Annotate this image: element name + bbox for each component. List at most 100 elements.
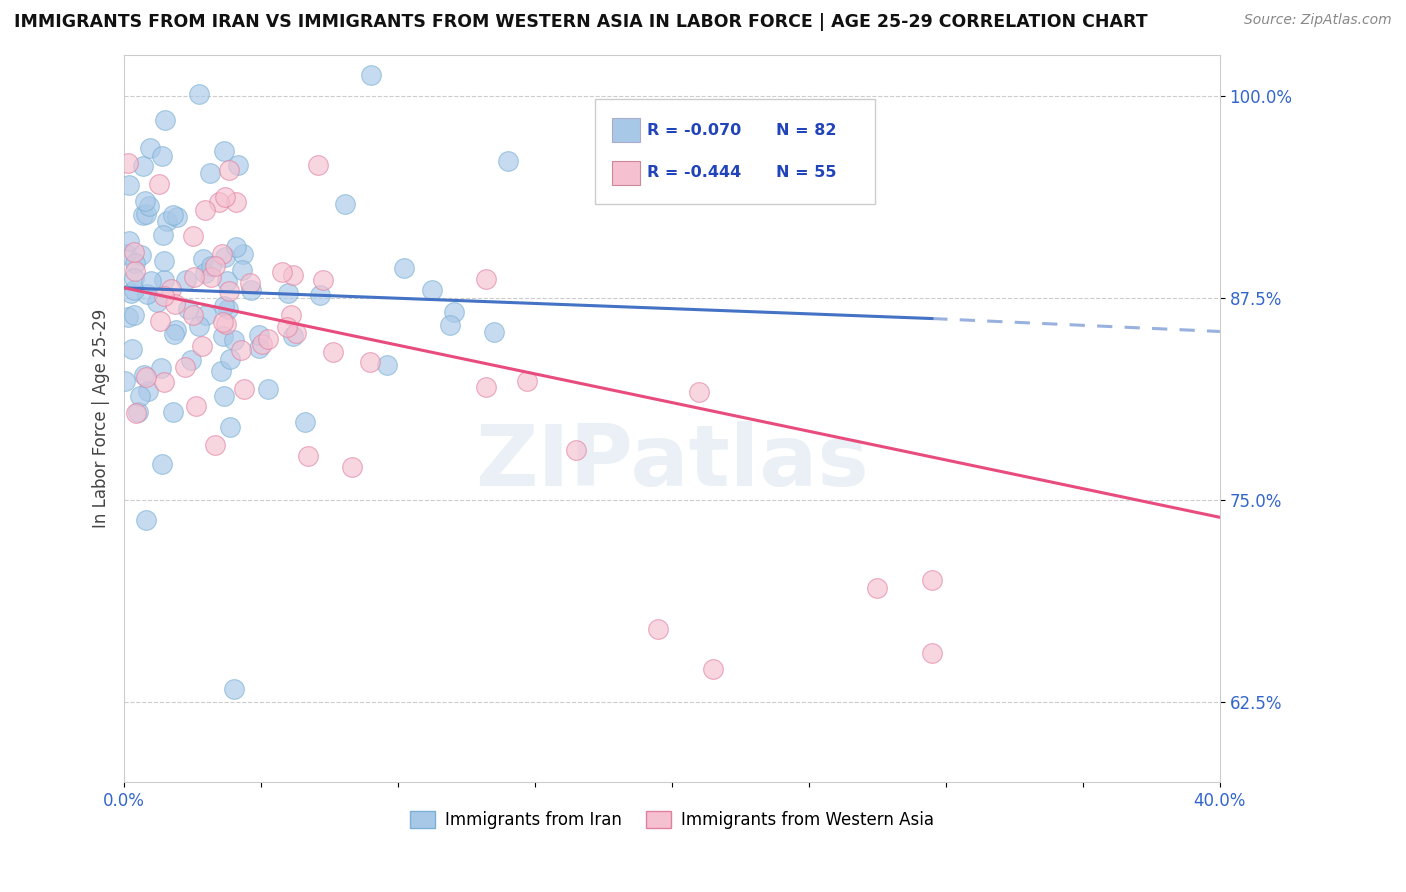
- Point: [135, 369, 157, 384]
- Point: [121, 342, 143, 356]
- Point: [200, 270, 222, 285]
- Point: [129, 248, 152, 262]
- Point: [232, 247, 254, 261]
- Point: [276, 320, 298, 334]
- Point: [342, 460, 364, 475]
- Point: [252, 337, 274, 351]
- Point: [565, 442, 588, 457]
- Point: [280, 308, 302, 322]
- Point: [135, 207, 157, 221]
- Y-axis label: In Labor Force | Age 25-29: In Labor Force | Age 25-29: [93, 310, 110, 528]
- Point: [166, 211, 188, 225]
- Point: [225, 240, 247, 254]
- Point: [439, 318, 461, 332]
- Point: [132, 208, 155, 222]
- Point: [688, 385, 710, 400]
- Point: [120, 285, 142, 300]
- Point: [647, 622, 669, 636]
- Point: [209, 364, 232, 378]
- Point: [150, 457, 173, 471]
- Point: [134, 194, 156, 208]
- Point: [117, 156, 139, 170]
- FancyBboxPatch shape: [595, 99, 875, 204]
- Point: [270, 265, 292, 279]
- Point: [138, 198, 160, 212]
- Point: [132, 159, 155, 173]
- Text: IMMIGRANTS FROM IRAN VS IMMIGRANTS FROM WESTERN ASIA IN LABOR FORCE | AGE 25-29 : IMMIGRANTS FROM IRAN VS IMMIGRANTS FROM …: [14, 13, 1147, 31]
- Text: Source: ZipAtlas.com: Source: ZipAtlas.com: [1244, 13, 1392, 28]
- Point: [218, 351, 240, 366]
- Point: [198, 165, 221, 179]
- Point: [702, 662, 724, 676]
- Point: [194, 202, 217, 217]
- FancyBboxPatch shape: [612, 161, 640, 186]
- Point: [222, 681, 245, 696]
- Point: [474, 380, 496, 394]
- Point: [173, 359, 195, 374]
- Point: [866, 582, 889, 596]
- Point: [117, 310, 139, 324]
- Point: [247, 341, 270, 355]
- Point: [150, 149, 173, 163]
- Point: [163, 326, 186, 341]
- Point: [284, 326, 307, 341]
- Point: [165, 323, 187, 337]
- Point: [212, 145, 235, 159]
- Point: [281, 268, 304, 283]
- Point: [219, 420, 242, 434]
- Point: [125, 406, 148, 420]
- Point: [212, 388, 235, 402]
- Point: [124, 308, 146, 322]
- Point: [150, 361, 173, 376]
- Point: [200, 259, 222, 273]
- Point: [229, 343, 252, 357]
- Text: N = 82: N = 82: [776, 122, 837, 137]
- Point: [193, 252, 215, 267]
- Point: [212, 315, 235, 329]
- Point: [360, 68, 382, 82]
- Point: [124, 264, 146, 278]
- Point: [148, 178, 170, 192]
- Point: [225, 194, 247, 209]
- Text: ZIPatlas: ZIPatlas: [475, 421, 869, 504]
- Point: [136, 384, 159, 398]
- Point: [281, 328, 304, 343]
- Point: [392, 260, 415, 275]
- Point: [181, 308, 204, 322]
- Point: [160, 282, 183, 296]
- Point: [307, 158, 329, 172]
- Point: [114, 374, 136, 388]
- Point: [129, 389, 152, 403]
- Point: [132, 368, 155, 382]
- Point: [226, 158, 249, 172]
- Point: [118, 178, 141, 192]
- Point: [312, 273, 335, 287]
- Point: [188, 318, 211, 333]
- Point: [294, 415, 316, 429]
- Point: [149, 314, 172, 328]
- FancyBboxPatch shape: [612, 118, 640, 143]
- Point: [127, 405, 149, 419]
- Point: [247, 328, 270, 343]
- Point: [135, 513, 157, 527]
- Point: [204, 437, 226, 451]
- Point: [214, 190, 236, 204]
- Point: [322, 345, 344, 359]
- Point: [482, 325, 505, 339]
- Point: [174, 273, 197, 287]
- Point: [124, 270, 146, 285]
- Text: R = -0.444: R = -0.444: [647, 165, 741, 180]
- Point: [359, 355, 381, 369]
- Point: [208, 195, 231, 210]
- Point: [222, 333, 245, 347]
- Point: [153, 273, 176, 287]
- Point: [215, 317, 238, 331]
- Point: [156, 213, 179, 227]
- Point: [139, 141, 162, 155]
- Point: [443, 305, 465, 319]
- Text: R = -0.070: R = -0.070: [647, 122, 741, 137]
- Point: [475, 271, 498, 285]
- Point: [233, 382, 256, 396]
- Point: [204, 259, 226, 273]
- Point: [135, 286, 157, 301]
